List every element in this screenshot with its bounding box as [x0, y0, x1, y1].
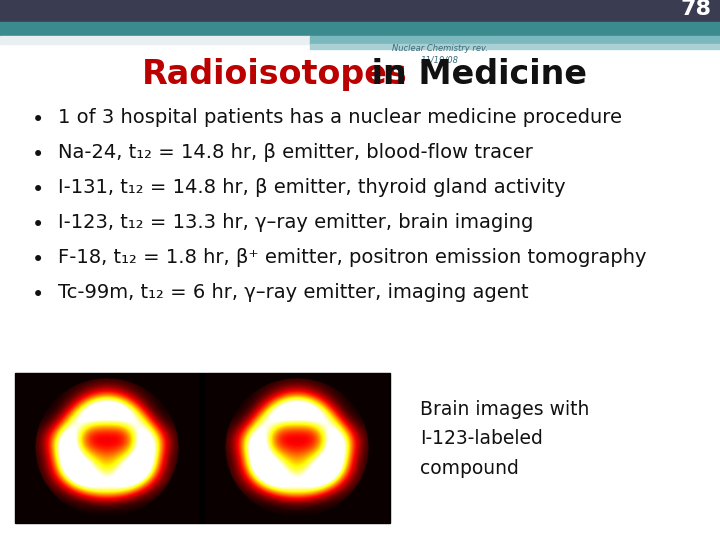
Text: 1 of 3 hospital patients has a nuclear medicine procedure: 1 of 3 hospital patients has a nuclear m…: [58, 108, 622, 127]
Text: •: •: [32, 250, 44, 270]
Text: Radioisotopes: Radioisotopes: [142, 58, 408, 91]
Text: 78: 78: [681, 0, 712, 19]
Text: F-18, t₁₂ = 1.8 hr, β⁺ emitter, positron emission tomography: F-18, t₁₂ = 1.8 hr, β⁺ emitter, positron…: [58, 248, 647, 267]
Bar: [0, 22, 720, 36]
Text: •: •: [32, 145, 44, 165]
Text: I-131, t₁₂ = 14.8 hr, β emitter, thyroid gland activity: I-131, t₁₂ = 14.8 hr, β emitter, thyroid…: [58, 178, 566, 197]
Text: I-123, t₁₂ = 13.3 hr, γ–ray emitter, brain imaging: I-123, t₁₂ = 13.3 hr, γ–ray emitter, bra…: [58, 213, 534, 232]
Text: in Medicine: in Medicine: [360, 58, 587, 91]
Bar: [0, 0, 720, 22]
Bar: [310, 44, 720, 49]
Bar: [0, 36, 310, 44]
Text: •: •: [32, 285, 44, 305]
Text: Nuclear Chemistry rev.
11/19/08: Nuclear Chemistry rev. 11/19/08: [392, 44, 488, 64]
Text: •: •: [32, 180, 44, 200]
Text: •: •: [32, 215, 44, 235]
Bar: [310, 36, 720, 44]
Text: Brain images with
I-123-labeled
compound: Brain images with I-123-labeled compound: [420, 400, 590, 478]
Text: Na-24, t₁₂ = 14.8 hr, β emitter, blood-flow tracer: Na-24, t₁₂ = 14.8 hr, β emitter, blood-f…: [58, 143, 533, 162]
Bar: [15, 373, 390, 523]
Text: •: •: [32, 110, 44, 130]
Text: Tc-99m, t₁₂ = 6 hr, γ–ray emitter, imaging agent: Tc-99m, t₁₂ = 6 hr, γ–ray emitter, imagi…: [58, 283, 528, 302]
